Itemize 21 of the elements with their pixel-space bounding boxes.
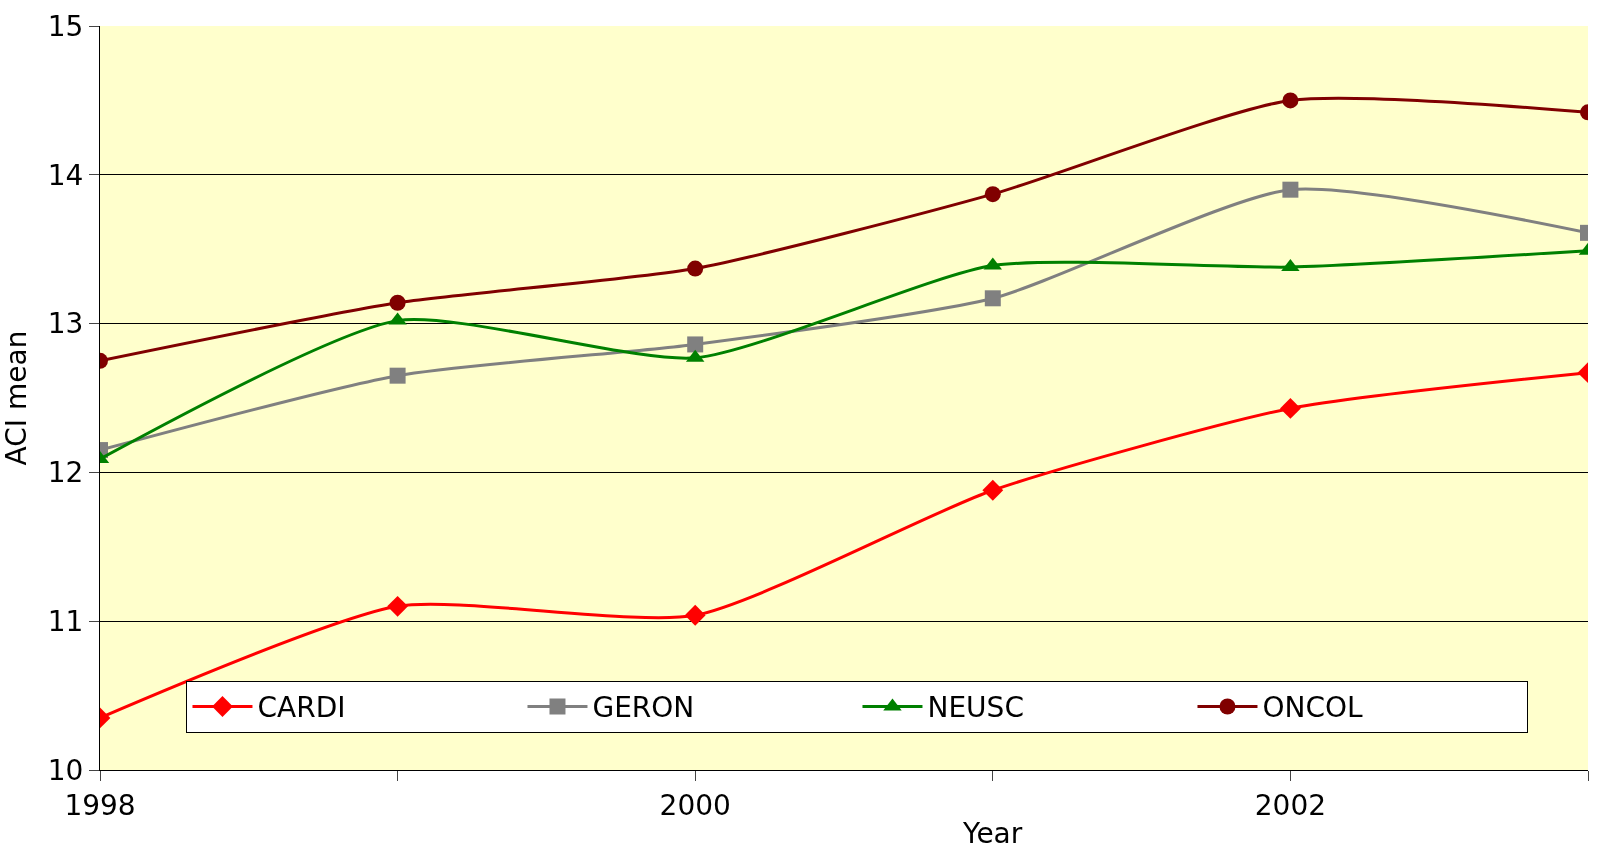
point <box>982 479 1004 501</box>
y-tick-label: 15 <box>47 9 84 43</box>
y-tick-label: 11 <box>47 605 84 638</box>
y-tick-label: 13 <box>47 307 84 341</box>
x-tick-label: 2000 <box>659 788 731 822</box>
point <box>687 336 704 353</box>
y-tick-label: 12 <box>47 456 84 490</box>
point <box>984 186 1001 203</box>
point <box>684 604 706 626</box>
legend-label: ONCOL <box>1262 691 1364 725</box>
legend-label: NEUSC <box>927 691 1024 725</box>
x-axis-title: Year <box>962 817 1023 850</box>
x-tick-label: 2002 <box>1254 788 1327 822</box>
x-tick-label: 1998 <box>64 788 136 822</box>
legend-label: GERON <box>592 691 695 725</box>
y-tick-label: 10 <box>47 753 84 787</box>
y-axis-title: ACI mean <box>0 330 33 466</box>
legend-label: CARDI <box>257 691 346 725</box>
point <box>984 290 1001 307</box>
point <box>687 260 704 277</box>
y-tick-label: 14 <box>47 158 84 192</box>
